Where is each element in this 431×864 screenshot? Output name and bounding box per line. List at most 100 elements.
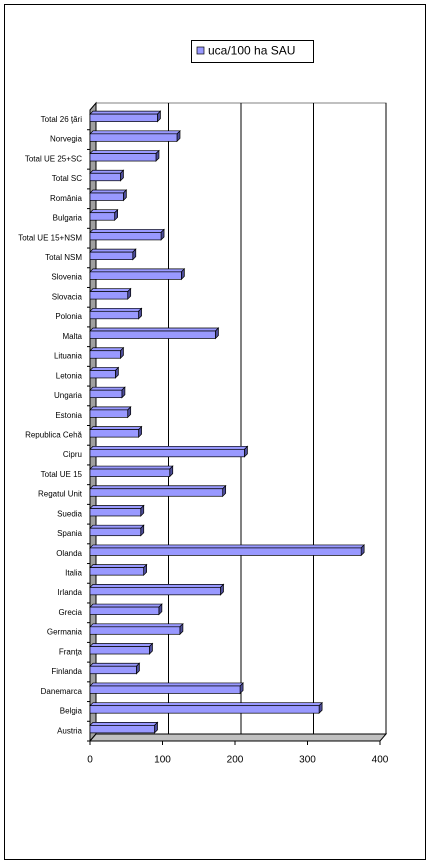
y-tick-label: Total NSM xyxy=(45,253,82,262)
bar-top xyxy=(89,386,126,391)
x-tick-label: 0 xyxy=(87,755,93,766)
bar xyxy=(89,370,116,379)
bar-top xyxy=(89,307,143,312)
bar xyxy=(89,606,160,615)
bar-top xyxy=(89,130,181,135)
bar xyxy=(89,468,171,477)
bar-top xyxy=(89,327,220,332)
bar-top xyxy=(89,150,160,154)
legend-swatch xyxy=(196,46,205,55)
x-tick-label: 200 xyxy=(227,755,244,766)
y-tick-label: Finlanda xyxy=(51,667,82,676)
y-tick-label: Slovenia xyxy=(51,273,82,282)
bar-top xyxy=(89,110,162,115)
bar-top xyxy=(89,189,128,194)
bar xyxy=(89,389,123,399)
y-tick-label: Total UE 25+SC xyxy=(25,154,82,163)
floor xyxy=(88,733,388,742)
y-tick-label: Irlanda xyxy=(58,588,83,597)
y-tick-label: Danemarca xyxy=(41,687,83,696)
y-tick-label: Total 26 ţări xyxy=(41,115,83,124)
y-tick-label: Spania xyxy=(57,529,82,538)
bar-top xyxy=(89,426,143,430)
bar-top xyxy=(89,485,227,490)
x-tick-label: 300 xyxy=(299,755,316,766)
bar xyxy=(89,133,178,142)
bar-top xyxy=(89,584,225,588)
legend: uca/100 ha SAU xyxy=(191,40,314,63)
bar xyxy=(89,330,216,339)
bar xyxy=(89,626,181,635)
bar-top xyxy=(89,505,145,509)
y-tick-label: Italia xyxy=(65,569,82,578)
bar-top xyxy=(89,465,174,470)
bar xyxy=(89,409,129,418)
y-tick-label: Total UE 15+NSM xyxy=(18,233,82,242)
bar xyxy=(89,172,121,182)
y-tick-label: Total SC xyxy=(52,174,82,183)
bar xyxy=(89,567,145,576)
bar-top xyxy=(89,347,125,352)
bar-top xyxy=(89,229,165,233)
bar xyxy=(89,192,124,201)
bar xyxy=(89,113,158,122)
bar xyxy=(89,665,137,675)
bar-top xyxy=(89,702,323,707)
y-tick-label: Republica Cehă xyxy=(25,430,82,439)
bar xyxy=(89,587,221,596)
bar xyxy=(89,527,142,537)
y-tick-label: Slovacia xyxy=(52,292,83,301)
bar xyxy=(89,350,121,359)
y-tick-label: Letonia xyxy=(56,371,83,380)
bar xyxy=(89,646,150,655)
legend-box xyxy=(191,40,314,63)
y-tick-label: Germania xyxy=(47,628,83,637)
bar-top xyxy=(89,564,148,568)
bar-top xyxy=(89,643,154,647)
y-tick-label: Malta xyxy=(62,332,82,341)
bar-top xyxy=(89,248,137,253)
y-tick-label: Grecia xyxy=(58,608,82,617)
y-tick-label: Ungaria xyxy=(54,391,83,400)
y-tick-label: Lituania xyxy=(54,352,83,361)
y-tick-label: Austria xyxy=(57,726,82,735)
x-tick-label: 100 xyxy=(154,755,171,766)
bar xyxy=(89,725,155,734)
bar-top xyxy=(89,544,365,549)
y-tick-label: Olanda xyxy=(56,549,82,558)
bar xyxy=(89,429,139,438)
bar-top xyxy=(89,662,141,667)
bar-top xyxy=(89,603,163,608)
bar xyxy=(89,291,129,300)
bar xyxy=(89,547,362,556)
bar xyxy=(89,508,142,517)
bar xyxy=(89,310,139,320)
bar xyxy=(89,488,224,497)
bar xyxy=(89,448,245,458)
y-tick-label: Estonia xyxy=(55,411,82,420)
bar-top xyxy=(89,367,120,371)
y-tick-label: Belgia xyxy=(60,707,83,716)
bar xyxy=(89,705,320,714)
bar-top xyxy=(89,524,145,529)
bar xyxy=(89,685,241,694)
y-tick-label: Norvegia xyxy=(50,135,83,144)
bar xyxy=(89,271,182,280)
bar xyxy=(89,251,134,260)
bar xyxy=(89,153,157,162)
bar-top xyxy=(89,268,186,273)
bar-top xyxy=(89,288,132,292)
bar-top xyxy=(89,169,125,174)
bar xyxy=(89,232,162,241)
bar-top xyxy=(89,445,249,450)
bar-top xyxy=(89,406,132,411)
bar xyxy=(89,212,115,221)
bar-top xyxy=(89,682,244,687)
bar-top xyxy=(89,623,184,628)
y-tick-label: România xyxy=(50,194,83,203)
y-tick-label: Suedia xyxy=(57,509,82,518)
y-tick-label: Regatul Unit xyxy=(38,490,83,499)
bar-top xyxy=(89,209,119,214)
y-tick-label: Bulgaria xyxy=(53,214,83,223)
